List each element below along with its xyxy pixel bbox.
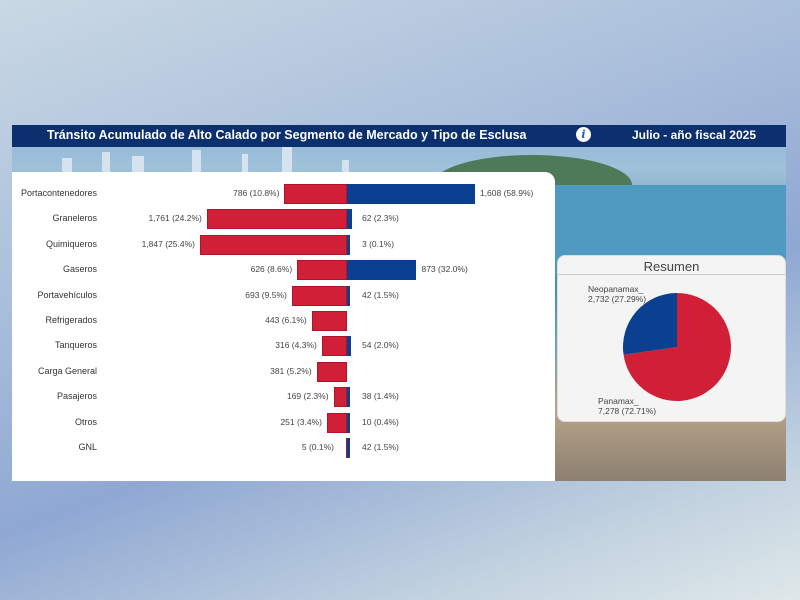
neopanamax-bar [347,260,417,281]
neopanamax-value-label: 42 (1.5%) [362,289,399,300]
category-label: Graneleros [52,213,97,224]
neopanamax-value-label: 62 (2.3%) [362,213,399,224]
panamax-bar [321,336,347,357]
category-label: Portacontenedores [20,188,97,198]
neopanamax-bar [347,412,350,433]
category-label: Pasajeros [56,391,97,402]
panamax-value-label: 443 (6.1%) [265,315,307,325]
panamax-value-label: 1,847 (25.4%) [141,238,195,249]
panamax-bar [291,285,347,306]
neopanamax-bar [347,336,352,357]
neopanamax-name: Neopanamax_ [588,284,644,294]
neopanamax-bar [347,387,351,408]
neopanamax-value-label: 38 (1.4%) [362,391,399,402]
panamax-bar [297,260,347,281]
neopanamax-pie-label: Neopanamax_ 2,732 (27.29%) [588,284,646,304]
category-label: Otros [74,416,97,427]
panamax-bar [206,209,347,230]
panamax-slice[interactable] [623,293,731,401]
neopanamax-bar [347,184,475,204]
panamax-bar [200,234,347,255]
header-bar: Tránsito Acumulado de Alto Calado por Se… [12,125,786,147]
neopanamax-value-label: 10 (0.4%) [362,416,399,427]
panamax-bar [311,311,347,331]
neopanamax-value: 2,732 (27.29%) [588,294,647,304]
panamax-value-label: 1,761 (24.2%) [148,213,202,224]
panamax-value-label: 5 (0.1%) [301,442,334,452]
panamax-bar [316,361,347,382]
period-label: Julio - año fiscal 2025 [631,128,756,142]
background-city [12,147,412,172]
neopanamax-slice[interactable] [623,293,677,355]
panamax-pie-label: Panamax_ 7,278 (72.71%) [598,396,656,416]
panamax-value-label: 626 (8.6%) [250,264,293,275]
panamax-value-label: 169 (2.3%) [286,391,329,402]
panamax-value-label: 786 (10.8%) [233,188,280,198]
panamax-name: Panamax_ [598,396,639,406]
dashboard: Tránsito Acumulado de Alto Calado por Se… [12,125,786,481]
panamax-bar [284,184,347,204]
neopanamax-value-label: 873 (32.0%) [421,264,468,275]
panamax-bar [327,412,347,433]
info-icon[interactable]: i [576,127,591,142]
segment-bar-chart: Portacontenedores 786 (10.8%) 1,608 (58.9%… [12,172,555,481]
neopanamax-value-label: 54 (2.0%) [362,340,399,351]
panamax-value-label: 316 (4.3%) [275,340,317,351]
category-label: Refrigerados [45,315,97,325]
category-label: GNL [78,442,97,452]
panamax-value-label: 381 (5.2%) [270,365,312,376]
category-label: Quimiqueros [45,238,97,249]
neopanamax-bar [347,285,351,306]
category-label: Portavehículos [37,289,97,300]
page-title: Tránsito Acumulado de Alto Calado por Se… [47,128,527,142]
category-label: Carga General [37,365,97,376]
neopanamax-value-label: 1,608 (58.9%) [479,188,534,198]
neopanamax-value-label: 42 (1.5%) [362,442,399,452]
summary-card: Resumen Neopanamax_ 2,732 (27.29%) Panama… [557,255,786,422]
category-label: Tanqueros [54,340,97,351]
panamax-value-label: 693 (9.5%) [245,289,287,300]
summary-title: Resumen [558,256,785,275]
panamax-bar [333,387,347,408]
category-label: Gaseros [62,264,97,275]
neopanamax-value-label: 3 (0.1%) [362,238,395,249]
neopanamax-bar [347,438,351,458]
neopanamax-bar [347,209,352,230]
neopanamax-bar [347,234,350,255]
panamax-value-label: 251 (3.4%) [280,416,323,427]
summary-pie-chart [623,293,731,401]
panamax-value: 7,278 (72.71%) [598,406,657,416]
